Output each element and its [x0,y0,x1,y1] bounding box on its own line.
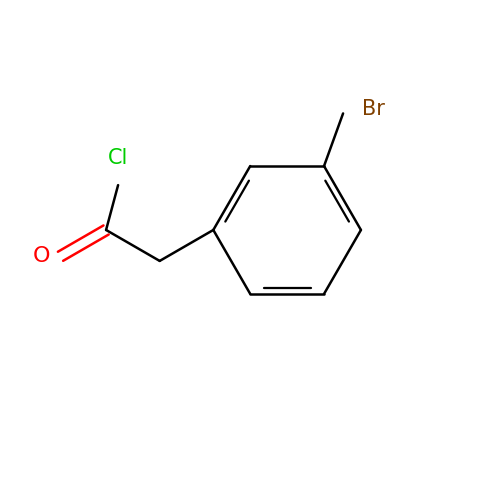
Text: Br: Br [362,99,385,119]
Text: O: O [33,246,50,266]
Text: Cl: Cl [108,148,128,169]
